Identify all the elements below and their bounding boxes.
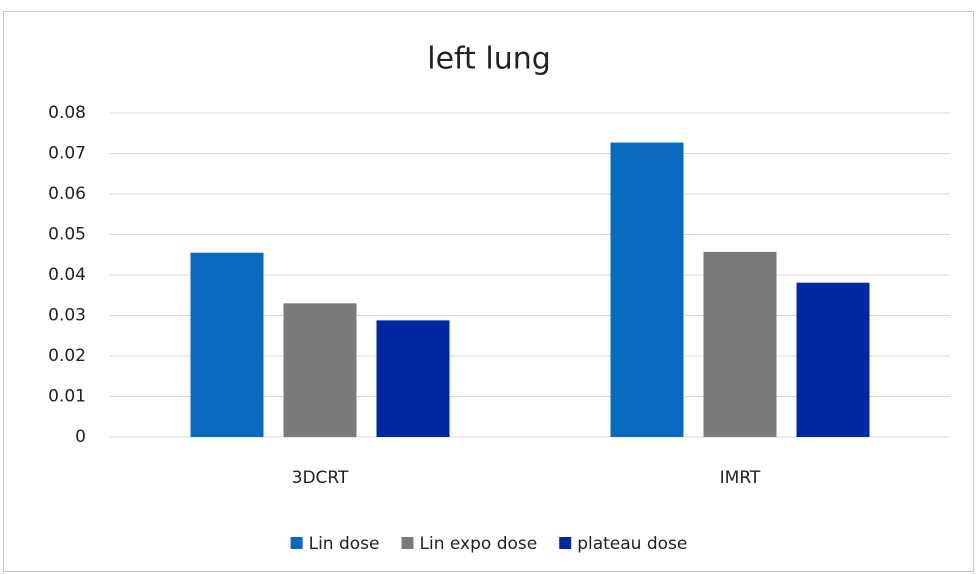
- x-tick-label: IMRT: [720, 468, 761, 488]
- bar: [376, 320, 450, 437]
- y-tick-label: 0.04: [48, 265, 86, 285]
- bar: [190, 252, 264, 437]
- legend-swatch: [290, 537, 303, 549]
- y-tick-label: 0.03: [48, 306, 86, 326]
- y-tick-label: 0.08: [48, 103, 86, 123]
- y-tick-label: 0.01: [48, 387, 86, 407]
- bar: [703, 251, 777, 437]
- y-tick-label: 0.02: [48, 346, 86, 366]
- x-tick-label: 3DCRT: [292, 468, 349, 488]
- y-tick-label: 0.06: [48, 184, 86, 204]
- bar: [283, 303, 357, 437]
- bar: [610, 142, 684, 437]
- y-tick-label: 0: [75, 427, 86, 447]
- y-tick-label: 0.05: [48, 225, 86, 245]
- y-tick-label: 0.07: [48, 144, 86, 164]
- bar: [796, 282, 870, 437]
- legend-label: Lin dose: [309, 534, 380, 554]
- chart-title: left lung: [427, 42, 551, 77]
- legend-label: plateau dose: [577, 534, 687, 554]
- legend-swatch: [401, 537, 414, 549]
- legend-swatch: [559, 537, 572, 549]
- legend-label: Lin expo dose: [420, 534, 538, 554]
